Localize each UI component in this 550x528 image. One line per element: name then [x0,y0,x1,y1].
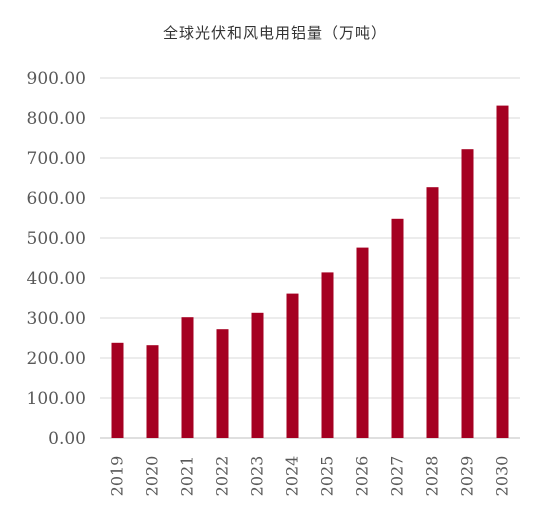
x-tick-label: 2030 [493,456,512,497]
bar [181,317,194,438]
x-tick-label: 2029 [458,456,477,497]
x-tick-label: 2023 [248,456,267,497]
y-tick-label: 900.00 [27,69,86,89]
bar [321,272,334,438]
x-tick-label: 2022 [213,456,232,497]
bar [111,342,124,438]
x-tick-label: 2024 [283,456,302,497]
y-tick-label: 500.00 [27,229,86,249]
y-tick-label: 400.00 [27,269,86,289]
x-tick-label: 2019 [108,456,127,497]
bar [216,329,229,438]
x-tick-label: 2027 [388,456,407,497]
x-tick-label: 2028 [423,456,442,497]
bar [356,247,369,438]
chart-title: 全球光伏和风电用铝量（万吨） [162,24,387,42]
y-tick-label: 700.00 [27,149,86,169]
bar [496,105,509,438]
bar [426,187,439,438]
x-tick-label: 2020 [143,456,162,497]
y-tick-label: 200.00 [27,349,86,369]
y-tick-label: 600.00 [27,189,86,209]
bar [391,218,404,438]
x-tick-label: 2026 [353,456,372,497]
bar [251,312,264,438]
x-tick-label: 2021 [178,456,197,497]
x-tick-label: 2025 [318,456,337,497]
y-tick-label: 800.00 [27,109,86,129]
bar [286,293,299,438]
bar [461,149,474,438]
y-tick-label: 0.00 [48,429,86,449]
y-tick-label: 300.00 [27,309,86,329]
bar [146,345,159,438]
y-tick-label: 100.00 [27,389,86,409]
